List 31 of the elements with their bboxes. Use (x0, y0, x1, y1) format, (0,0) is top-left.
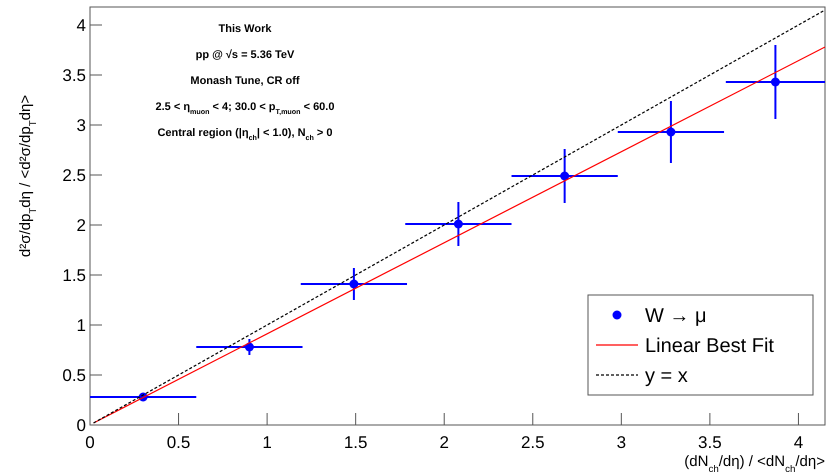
y-tick-label: 3 (76, 116, 86, 135)
y-tick-label: 3.5 (62, 66, 86, 85)
x-tick-label: 0.5 (166, 433, 190, 452)
annotation: Central region (|η$_{ch}$| < 1.0), N$_{ch}$ > 0 (157, 127, 333, 142)
y-tick-label: 1 (76, 316, 86, 335)
legend-label: W → μ (645, 305, 707, 327)
annotation: pp @ √s = 5.36 TeV (196, 49, 296, 61)
annotation: 2.5 < η$_{muon}$ < 4; 30.0 < p$_{T,muon}$ < 60.0 (156, 101, 334, 116)
x-tick-label: 3.5 (698, 433, 722, 452)
x-tick-label: 2.5 (520, 433, 545, 452)
x-tick-label: 1.5 (344, 433, 368, 452)
legend-label: y = x (645, 365, 688, 387)
y-tick-label: 2.5 (62, 166, 86, 185)
point (770, 78, 780, 86)
y-tick-label: 2 (76, 216, 86, 235)
y-tick-label: 0.5 (62, 366, 86, 385)
x-tick-label: 2 (439, 433, 449, 452)
point (349, 280, 358, 288)
point (560, 172, 570, 180)
y-tick-label: 4 (76, 16, 86, 35)
x-tick-label: 3 (616, 433, 626, 452)
point (454, 220, 463, 228)
annotation: Monash Tune, CR off (190, 75, 300, 87)
x-tick-label: 4 (794, 433, 804, 452)
x-axis-title: (dN$_{ch}$/dη) / <dN$_{ch}$/dη> (684, 453, 826, 472)
y-tick-label: 0 (76, 416, 86, 435)
point (666, 128, 676, 136)
legend-label: Linear Best Fit (645, 335, 774, 357)
annotation: This Work (218, 23, 272, 35)
x-tick-label: 1 (262, 433, 272, 452)
y-tick-label: 1.5 (62, 266, 86, 285)
